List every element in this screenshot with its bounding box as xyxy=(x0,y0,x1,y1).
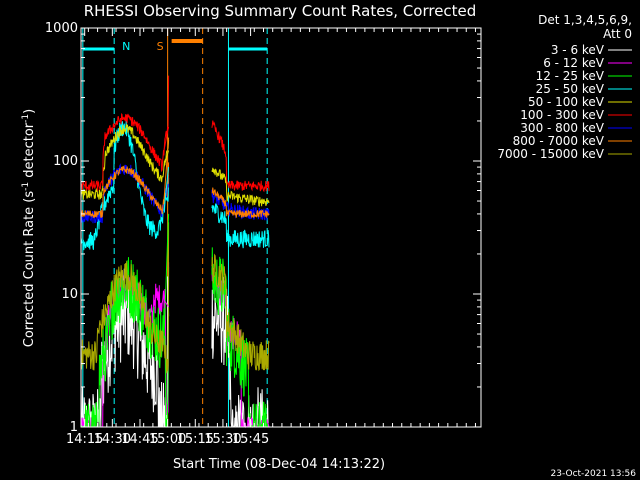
legend-label: 6 - 12 keV xyxy=(543,56,605,70)
saa-spike-12-25keV xyxy=(163,213,170,339)
saa-spike-800-7000keV xyxy=(163,137,170,202)
series-line-800-7000keV xyxy=(80,162,170,218)
legend-label: 25 - 50 keV xyxy=(536,82,605,96)
series-line-25-50keV xyxy=(211,203,270,249)
plot-frame xyxy=(80,27,482,428)
y-tick-label: 10 xyxy=(61,287,78,302)
legend-label: 12 - 25 keV xyxy=(536,69,605,83)
series-line-7000-15000keV xyxy=(80,222,170,374)
legend-label: 7000 - 15000 keV xyxy=(497,147,604,161)
generation-timestamp: 23-Oct-2021 13:56 xyxy=(551,469,637,479)
y-tick-label: 100 xyxy=(53,154,78,169)
saa-spike-100-300keV xyxy=(163,126,170,151)
saa-spike-50-100keV xyxy=(163,150,170,168)
series-line-100-300keV xyxy=(211,120,270,193)
saa-spike-25-50keV xyxy=(163,167,170,212)
series-line-300-800keV xyxy=(80,163,170,224)
y-tick-label: 1 xyxy=(70,420,78,435)
y-axis-label: Corrected Count Rate (s-1 detector-1) xyxy=(21,109,37,347)
x-tick-label: 14:30 xyxy=(94,432,131,447)
legend-label: 300 - 800 keV xyxy=(520,121,604,135)
series-line-800-7000keV xyxy=(211,187,270,219)
legend-label: 3 - 6 keV xyxy=(551,43,605,57)
legend-label: 50 - 100 keV xyxy=(528,95,605,109)
x-tick-label: 15:00 xyxy=(149,432,186,447)
series-line-50-100keV xyxy=(211,167,270,207)
chart-title: RHESSI Observing Summary Count Rates, Co… xyxy=(84,2,477,20)
x-tick-label: 15:30 xyxy=(204,432,241,447)
x-tick-label: 15:45 xyxy=(232,432,269,447)
series-line-100-300keV xyxy=(80,75,170,191)
series-line-12-25keV xyxy=(211,247,269,428)
legend-label: 100 - 300 keV xyxy=(520,108,604,122)
night-label: N xyxy=(122,40,130,53)
series-line-12-25keV xyxy=(81,257,170,428)
x-tick-label: 14:45 xyxy=(121,432,158,447)
legend-label: 800 - 7000 keV xyxy=(513,134,605,148)
x-axis-label: Start Time (08-Dec-04 14:13:22) xyxy=(173,457,385,472)
x-tick-label: 15:15 xyxy=(177,432,214,447)
legend-header-line-2: Att 0 xyxy=(603,27,632,41)
series-line-50-100keV xyxy=(80,123,170,200)
saa-spike-6-12keV xyxy=(163,299,170,308)
y-axis: 1 10 100 1000 xyxy=(45,21,481,435)
y-tick-label: 1000 xyxy=(45,21,78,36)
legend-header-line-1: Det 1,3,4,5,6,9, xyxy=(538,13,632,27)
saa-label: S xyxy=(157,40,164,53)
series-line-7000-15000keV xyxy=(211,253,270,372)
series-lines xyxy=(80,75,270,429)
x-tick-label: 14:15 xyxy=(66,432,103,447)
